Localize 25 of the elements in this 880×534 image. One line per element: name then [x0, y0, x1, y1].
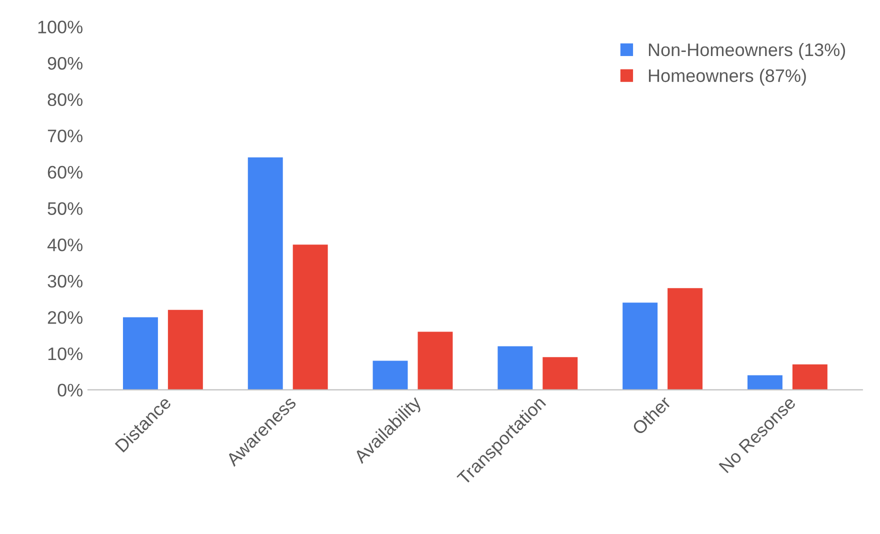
- bar: [542, 357, 578, 390]
- y-tick-label: 0%: [58, 384, 82, 397]
- y-tick-label: 40%: [47, 238, 82, 252]
- bar: [122, 317, 158, 390]
- bar: [498, 346, 533, 390]
- bar: [292, 244, 328, 390]
- bar: [668, 288, 703, 390]
- bar: [168, 310, 203, 390]
- bar: [418, 332, 453, 390]
- bar: [747, 375, 782, 390]
- bar: [792, 364, 828, 390]
- y-tick-label: 70%: [48, 130, 82, 142]
- y-tick-label: 10%: [48, 347, 82, 360]
- bar: [372, 360, 408, 390]
- bar: [248, 157, 283, 390]
- y-tick-label: 60%: [48, 166, 82, 179]
- bar: [622, 302, 658, 390]
- legend-label: Homeowners (87%): [648, 68, 806, 86]
- legend-label: Non-Homeowners (13%): [648, 42, 846, 60]
- y-tick-label: 90%: [48, 56, 82, 70]
- y-tick-label: 20%: [48, 311, 82, 324]
- y-tick-label: 30%: [48, 274, 82, 288]
- y-tick-label: 80%: [48, 93, 82, 106]
- y-tick-label: 100%: [38, 20, 82, 34]
- y-tick-label: 50%: [48, 202, 82, 215]
